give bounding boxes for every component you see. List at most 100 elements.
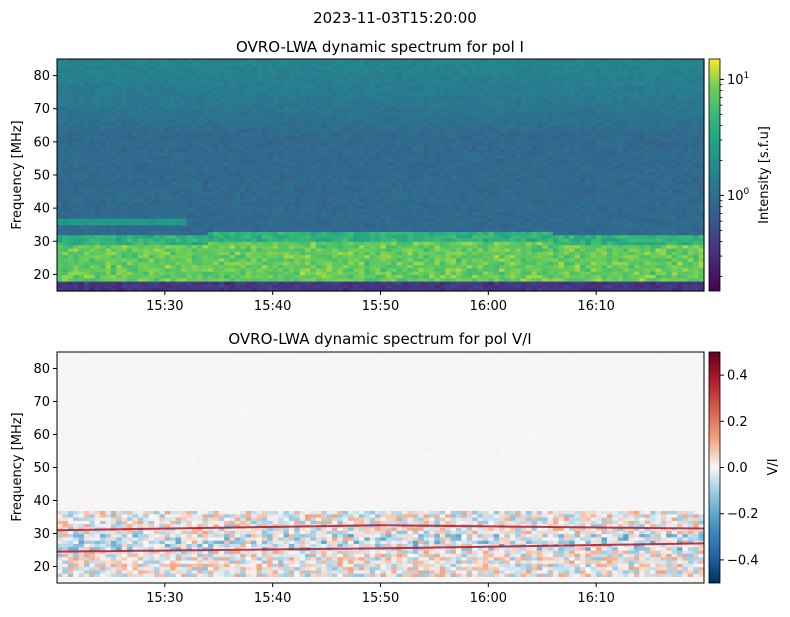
heatmap-cell	[73, 68, 80, 73]
heatmap-cell	[62, 281, 69, 285]
heatmap-cell	[154, 221, 161, 226]
heatmap-cell	[202, 121, 209, 126]
heatmap-cell	[137, 184, 144, 189]
heatmap-cell	[83, 208, 90, 213]
heatmap-cell	[154, 254, 161, 259]
heatmap-cell	[197, 161, 204, 166]
heatmap-cell	[170, 261, 177, 266]
heatmap-cell	[73, 251, 80, 256]
heatmap-cell	[127, 251, 134, 256]
heatmap-cell	[213, 135, 220, 140]
heatmap-cell	[148, 161, 155, 166]
heatmap-cell	[310, 59, 317, 63]
heatmap-cell	[94, 257, 101, 262]
heatmap-cell	[143, 145, 150, 150]
heatmap-cell	[148, 261, 155, 266]
heatmap-cell	[164, 257, 171, 262]
heatmap-cell	[57, 204, 63, 209]
heatmap-cell	[321, 59, 328, 63]
heatmap-cell	[148, 108, 155, 113]
heatmap-cell	[121, 188, 128, 193]
heatmap-cell	[67, 85, 74, 90]
heatmap-cell	[154, 194, 161, 199]
heatmap-cell	[396, 59, 403, 63]
heatmap-cell	[224, 78, 231, 83]
heatmap-cell	[57, 234, 63, 239]
heatmap-cell	[191, 128, 198, 133]
heatmap-cell	[197, 155, 204, 160]
heatmap-cell	[148, 204, 155, 209]
heatmap-cell	[89, 274, 96, 279]
heatmap-cell	[164, 168, 171, 173]
heatmap-cell	[105, 267, 112, 272]
heatmap-cell	[213, 198, 220, 203]
heatmap-cell	[186, 191, 193, 196]
heatmap-cell	[218, 165, 225, 169]
heatmap-cell	[224, 178, 231, 183]
heatmap-cell	[197, 112, 204, 116]
heatmap-cell	[127, 257, 134, 262]
heatmap-cell	[121, 155, 128, 160]
heatmap-cell	[164, 198, 171, 203]
heatmap-cell	[100, 221, 107, 226]
heatmap-cell	[331, 59, 338, 63]
heatmap-cell	[116, 82, 123, 87]
heatmap-cell	[121, 271, 128, 276]
heatmap-cell	[186, 121, 193, 126]
heatmap-cell	[89, 251, 96, 256]
heatmap-cell	[170, 178, 177, 183]
heatmap-cell	[143, 228, 150, 232]
heatmap-cell	[121, 112, 128, 116]
heatmap-cell	[234, 59, 241, 63]
heatmap-cell	[164, 221, 171, 226]
heatmap-cell	[73, 184, 80, 189]
heatmap-cell	[218, 95, 225, 100]
heatmap-cell	[73, 158, 80, 163]
heatmap-cell	[181, 171, 187, 176]
heatmap-cell	[224, 284, 231, 289]
heatmap-cell	[116, 75, 123, 80]
heatmap-cell	[110, 204, 117, 209]
heatmap-cell	[110, 261, 117, 266]
heatmap-cell	[73, 168, 80, 173]
heatmap-cell	[175, 234, 182, 239]
heatmap-cell	[100, 211, 107, 216]
heatmap-cell	[89, 171, 96, 176]
heatmap-cell	[218, 59, 225, 63]
heatmap-cell	[67, 65, 74, 70]
heatmap-cell	[127, 224, 134, 229]
heatmap-cell	[121, 68, 128, 73]
heatmap-cell	[159, 251, 166, 256]
heatmap-cell	[78, 181, 85, 186]
heatmap-cell	[89, 287, 96, 292]
heatmap-cell	[186, 214, 193, 219]
heatmap-cell	[73, 228, 80, 232]
heatmap-cell	[175, 267, 182, 272]
heatmap-cell	[110, 241, 117, 246]
heatmap-cell	[78, 261, 85, 266]
heatmap-cell	[62, 287, 69, 292]
heatmap-cell	[57, 118, 63, 123]
heatmap-cell	[191, 88, 198, 93]
heatmap-cell	[132, 224, 139, 229]
heatmap-cell	[159, 82, 166, 87]
heatmap-cell	[83, 125, 90, 130]
heatmap-cell	[202, 148, 209, 153]
heatmap-cell	[121, 151, 128, 156]
heatmap-cell	[94, 267, 101, 272]
heatmap-cell	[110, 251, 117, 256]
heatmap-cell	[100, 102, 107, 106]
heatmap-cell	[57, 92, 63, 97]
heatmap-cell	[62, 234, 69, 239]
heatmap-cell	[207, 181, 214, 186]
heatmap-cell	[207, 98, 214, 103]
figure-suptitle: 2023-11-03T15:20:00	[313, 9, 477, 27]
heatmap-cell	[83, 78, 90, 83]
heatmap-cell	[57, 178, 63, 183]
heatmap-cell	[213, 68, 220, 73]
heatmap-cell	[164, 112, 171, 116]
heatmap-cell	[218, 181, 225, 186]
heatmap-cell	[154, 161, 161, 166]
heatmap-cell	[159, 118, 166, 123]
heatmap-cell	[191, 241, 198, 246]
